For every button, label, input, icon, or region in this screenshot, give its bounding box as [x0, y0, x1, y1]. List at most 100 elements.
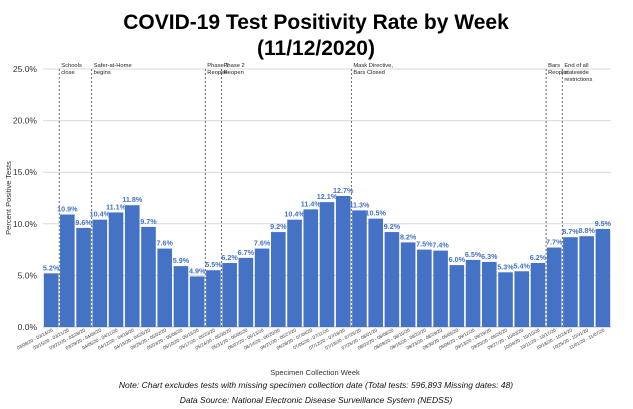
- data-label: 10.5%: [365, 209, 386, 218]
- data-label: 7.7%: [546, 238, 563, 247]
- bar: [417, 249, 432, 327]
- bar: [384, 232, 400, 327]
- y-tick-label: 10.0%: [13, 219, 38, 229]
- data-label: 11.4%: [301, 199, 322, 208]
- annotation-text: Reopen: [207, 70, 227, 76]
- data-label: 8.7%: [562, 227, 579, 236]
- bar: [335, 195, 351, 327]
- data-label: 8.2%: [400, 232, 417, 241]
- chart-title-line2: (11/12/2020): [257, 37, 375, 60]
- bar: [92, 219, 108, 327]
- data-label: 11.8%: [122, 195, 143, 204]
- bar: [514, 271, 530, 327]
- annotation-text: Safer-at-Home: [94, 63, 132, 69]
- data-label: 7.4%: [432, 241, 449, 250]
- annotation-text: begins: [94, 70, 111, 76]
- y-tick-label: 15.0%: [13, 167, 38, 177]
- bars: [43, 195, 611, 327]
- data-label: 5.9%: [173, 256, 190, 265]
- annotation-text: Schools: [61, 63, 82, 69]
- data-label: 11.1%: [106, 202, 127, 211]
- data-label: 5.4%: [514, 261, 531, 270]
- bar: [60, 214, 75, 327]
- bar: [124, 205, 140, 327]
- data-source: Data Source: National Electronic Disease…: [180, 395, 453, 405]
- annotation-text: Bars Closed: [353, 70, 385, 76]
- bar: [400, 242, 416, 327]
- y-tick-label: 25.0%: [13, 64, 38, 74]
- annotation-text: Mask Directive,: [353, 63, 393, 69]
- bar: [498, 272, 513, 327]
- data-label: 10.9%: [57, 205, 78, 214]
- data-label: 5.5%: [205, 260, 222, 269]
- data-label: 9.5%: [595, 219, 612, 228]
- bar: [579, 236, 594, 327]
- data-label: 9.2%: [270, 222, 287, 231]
- y-axis-ticks: 0.0% 5.0% 10.0% 15.0% 20.0% 25.0%: [13, 64, 38, 332]
- data-label: 6.7%: [238, 248, 255, 257]
- data-label: 5.3%: [497, 262, 514, 271]
- y-tick-label: 20.0%: [13, 116, 38, 126]
- data-label: 10.4%: [90, 210, 111, 219]
- x-axis-label: Specimen Collection Week: [270, 368, 360, 377]
- annotation-text: Phase 1: [207, 63, 228, 69]
- data-label: 11.3%: [349, 200, 370, 209]
- bar: [563, 237, 578, 327]
- y-tick-label: 0.0%: [18, 322, 38, 332]
- y-axis-label: Percent Positive Tests: [4, 161, 13, 235]
- bar: [595, 228, 611, 327]
- data-label: 6.0%: [449, 255, 466, 264]
- bar: [368, 218, 383, 327]
- bar: [465, 259, 481, 327]
- data-label: 6.2%: [221, 253, 238, 262]
- bar: [43, 273, 59, 327]
- bar: [303, 209, 319, 327]
- bar: [319, 202, 335, 327]
- annotation-text: Bars: [548, 63, 560, 69]
- annotation-text: restrictions: [564, 77, 592, 83]
- annotation-text: Reopen: [224, 70, 244, 76]
- y-tick-label: 5.0%: [18, 270, 38, 280]
- data-label: 9.2%: [384, 222, 401, 231]
- data-label: 9.6%: [75, 218, 92, 227]
- bar: [189, 276, 205, 327]
- bar: [352, 210, 367, 327]
- bar: [530, 263, 546, 327]
- data-labels: 5.2%10.9%9.6%10.4%11.1%11.8%9.7%7.6%5.9%…: [43, 186, 612, 275]
- data-label: 8.8%: [578, 226, 595, 235]
- bar: [238, 257, 254, 327]
- bar: [287, 219, 302, 327]
- data-label: 4.9%: [189, 266, 206, 275]
- data-label: 10.4%: [284, 210, 305, 219]
- bar: [254, 248, 270, 327]
- bar: [206, 270, 221, 327]
- bar: [76, 227, 91, 327]
- annotation-text: statewide: [564, 70, 589, 76]
- bar: [173, 266, 189, 327]
- data-label: 7.5%: [416, 240, 433, 249]
- data-label: 7.6%: [157, 239, 174, 248]
- data-label: 6.2%: [530, 253, 547, 262]
- bar: [271, 232, 286, 327]
- data-label: 7.6%: [254, 239, 271, 248]
- data-label: 6.3%: [481, 252, 498, 261]
- annotation-text: close: [61, 70, 75, 76]
- data-label: 12.1%: [317, 192, 338, 201]
- data-label: 5.2%: [43, 263, 60, 272]
- data-label: 9.7%: [140, 217, 157, 226]
- annotation-text: End of all: [564, 63, 588, 69]
- bar: [222, 263, 237, 327]
- bar: [481, 261, 497, 327]
- data-label: 6.5%: [465, 250, 482, 259]
- annotation-text: Phase 2: [224, 63, 245, 69]
- data-label: 12.7%: [333, 186, 354, 195]
- chart-note: Note: Chart excludes tests with missing …: [119, 380, 513, 390]
- bar: [108, 212, 124, 327]
- chart-title-line1: COVID-19 Test Positivity Rate by Week: [123, 11, 509, 34]
- bar: [449, 265, 465, 327]
- bar: [141, 226, 156, 327]
- bar: [433, 250, 448, 327]
